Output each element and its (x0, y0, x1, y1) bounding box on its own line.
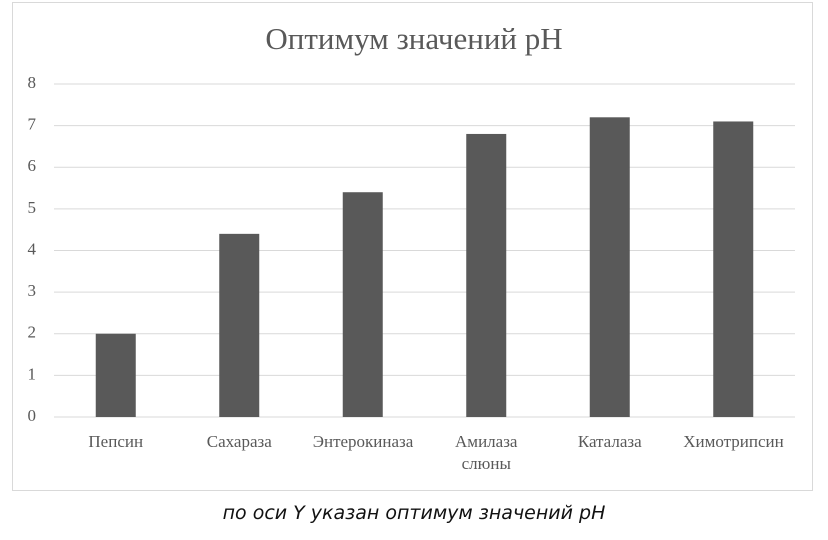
x-tick-label: Сахараза (206, 432, 272, 451)
x-tick-label: Энтерокиназа (312, 432, 414, 451)
x-tick-label: Каталаза (577, 432, 642, 451)
y-tick-label: 4 (28, 239, 37, 258)
y-tick-label: 2 (28, 323, 37, 342)
y-tick-label: 1 (28, 364, 37, 383)
chart-title: Оптимум значений pH (265, 21, 562, 56)
x-tick-label: Амилаза слюны (455, 432, 518, 473)
y-tick-label: 0 (28, 406, 37, 425)
y-tick-label: 8 (28, 73, 37, 92)
x-tick-label: Химотрипсин (683, 432, 784, 451)
x-tick-label: Пепсин (88, 432, 144, 451)
bar (466, 133, 507, 417)
y-tick-label: 3 (28, 281, 37, 300)
bar (219, 233, 260, 417)
y-tick-label: 6 (28, 156, 37, 175)
caption: по оси Y указан оптимум значений pH (222, 502, 606, 524)
y-tick-label: 5 (28, 198, 37, 217)
bar (713, 121, 754, 418)
bar (342, 192, 383, 417)
chart: Оптимум значений pH 0 1 2 3 4 5 6 7 8 (12, 2, 813, 491)
bar (95, 333, 136, 417)
y-tick-label: 7 (28, 115, 37, 134)
bar (589, 117, 630, 418)
